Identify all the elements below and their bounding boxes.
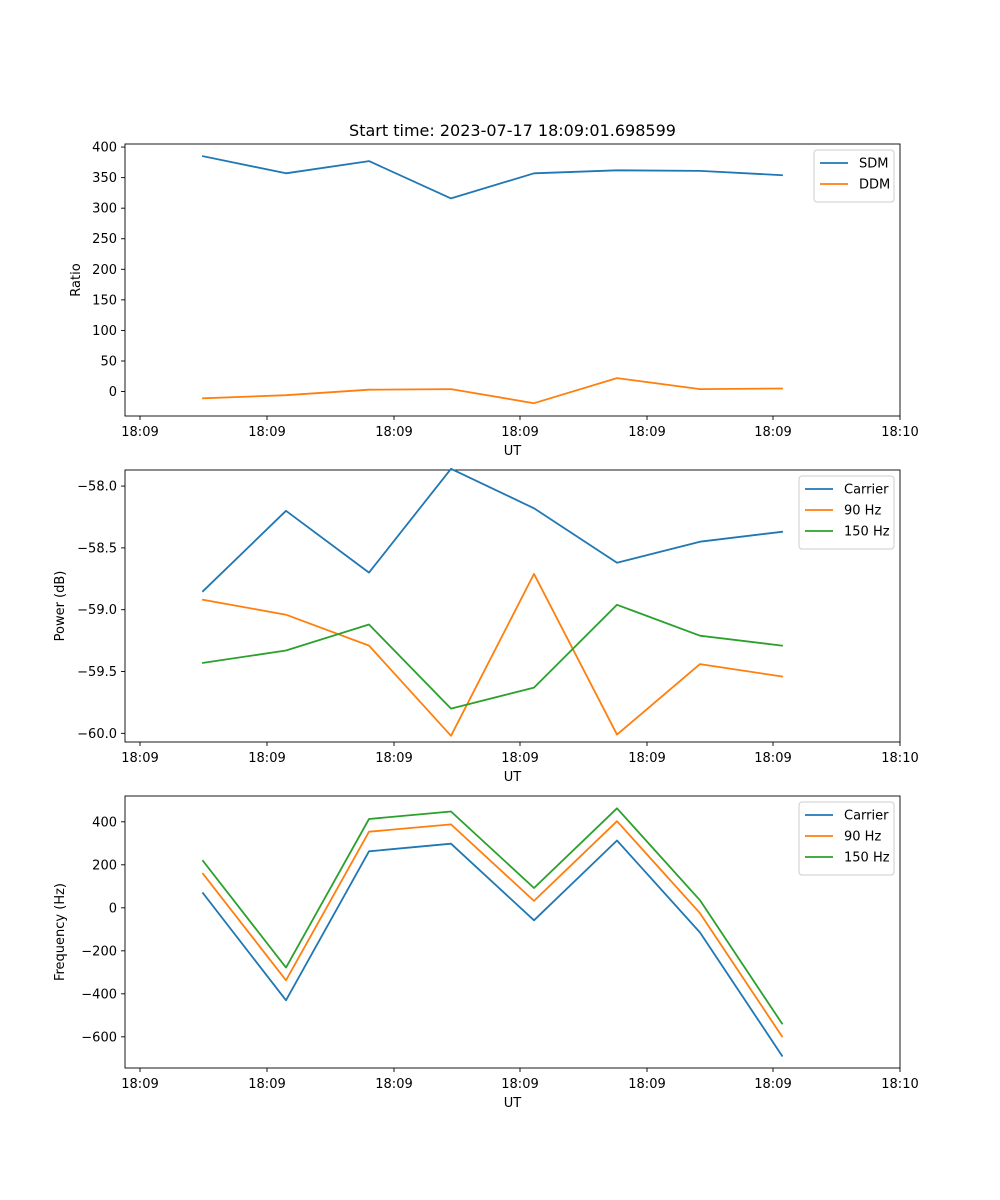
- frequency-chart: 18:09 18:09 18:09 18:09 18:09 18:09 18:10 −600 −…: [53, 795, 919, 1111]
- x-tick-label: 18:09: [501, 1077, 538, 1092]
- series-line-carrier: [201, 467, 784, 593]
- y-tick-label: 350: [92, 171, 117, 186]
- legend-label: 90 Hz: [844, 504, 881, 519]
- x-tick-label: 18:10: [881, 425, 918, 440]
- x-tick-label: 18:10: [881, 1077, 918, 1092]
- y-tick-label: 50: [100, 354, 117, 369]
- legend-label: Carrier: [844, 483, 889, 498]
- series-line-150-hz: [201, 807, 784, 1025]
- plot-frame: [124, 795, 901, 1069]
- series-line-90-hz: [201, 573, 784, 737]
- x-tick-label: 18:09: [628, 751, 665, 766]
- x-tick-label: 18:09: [121, 751, 158, 766]
- x-tick-label: 18:09: [501, 751, 538, 766]
- legend-label: 150 Hz: [844, 851, 890, 866]
- power-chart: 18:09 18:09 18:09 18:09 18:09 18:09 18:10 −58.0…: [53, 467, 919, 785]
- y-tick-label: 0: [109, 901, 117, 916]
- y-tick-label: 400: [92, 815, 117, 830]
- legend-label: Carrier: [844, 809, 889, 824]
- y-tick-label: 0: [109, 385, 117, 400]
- x-tick-label: 18:09: [248, 1077, 285, 1092]
- x-tick-label: 18:09: [754, 425, 791, 440]
- figure-title: Start time: 2023-07-17 18:09:01.698599: [349, 121, 676, 140]
- x-tick-label: 18:09: [248, 425, 285, 440]
- y-tick-label: −59.5: [77, 665, 117, 680]
- legend-label: 150 Hz: [844, 525, 890, 540]
- y-tick-label: −58.5: [77, 541, 117, 556]
- y-tick-label: 200: [92, 858, 117, 873]
- series-line-sdm: [201, 155, 783, 200]
- y-tick-label: −60.0: [77, 727, 117, 742]
- x-tick-label: 18:09: [754, 751, 791, 766]
- legend-label: DDM: [859, 178, 890, 193]
- series-line-ddm: [202, 377, 783, 405]
- x-tick-label: 18:09: [501, 425, 538, 440]
- x-tick-label: 18:09: [754, 1077, 791, 1092]
- series-line-150-hz: [201, 603, 784, 710]
- ratio-chart: 18:09 18:09 18:09 18:09 18:09 18:09 18:10 0 50 10…: [69, 141, 919, 459]
- y-tick-label: 150: [92, 293, 117, 308]
- x-tick-label: 18:09: [375, 751, 412, 766]
- y-axis-label: Power (dB): [53, 571, 68, 642]
- y-tick-label: 300: [92, 202, 117, 217]
- y-tick-label: −58.0: [77, 480, 117, 495]
- x-tick-label: 18:09: [121, 1077, 158, 1092]
- x-axis-label: UT: [504, 444, 522, 459]
- series-line-carrier: [201, 839, 784, 1057]
- x-tick-label: 18:09: [628, 1077, 665, 1092]
- x-tick-label: 18:09: [121, 425, 158, 440]
- y-axis-label: Ratio: [69, 263, 84, 296]
- x-tick-label: 18:09: [375, 1077, 412, 1092]
- y-tick-label: −600: [81, 1030, 117, 1045]
- series-line-90-hz: [201, 820, 784, 1038]
- plot-frame: [124, 469, 901, 743]
- x-axis-label: UT: [504, 770, 522, 785]
- y-tick-label: −200: [81, 944, 117, 959]
- plot-frame: [124, 143, 901, 417]
- x-tick-label: 18:09: [628, 425, 665, 440]
- x-tick-label: 18:10: [881, 751, 918, 766]
- x-axis-label: UT: [504, 1096, 522, 1111]
- y-tick-label: 400: [92, 141, 117, 156]
- y-tick-label: 100: [92, 324, 117, 339]
- legend-label: SDM: [859, 157, 888, 172]
- x-tick-label: 18:09: [375, 425, 412, 440]
- y-tick-label: 250: [92, 232, 117, 247]
- y-tick-label: −59.0: [77, 603, 117, 618]
- y-tick-label: 200: [92, 263, 117, 278]
- legend-label: 90 Hz: [844, 830, 881, 845]
- y-axis-label: Frequency (Hz): [53, 883, 68, 981]
- y-tick-label: −400: [81, 987, 117, 1002]
- x-tick-label: 18:09: [248, 751, 285, 766]
